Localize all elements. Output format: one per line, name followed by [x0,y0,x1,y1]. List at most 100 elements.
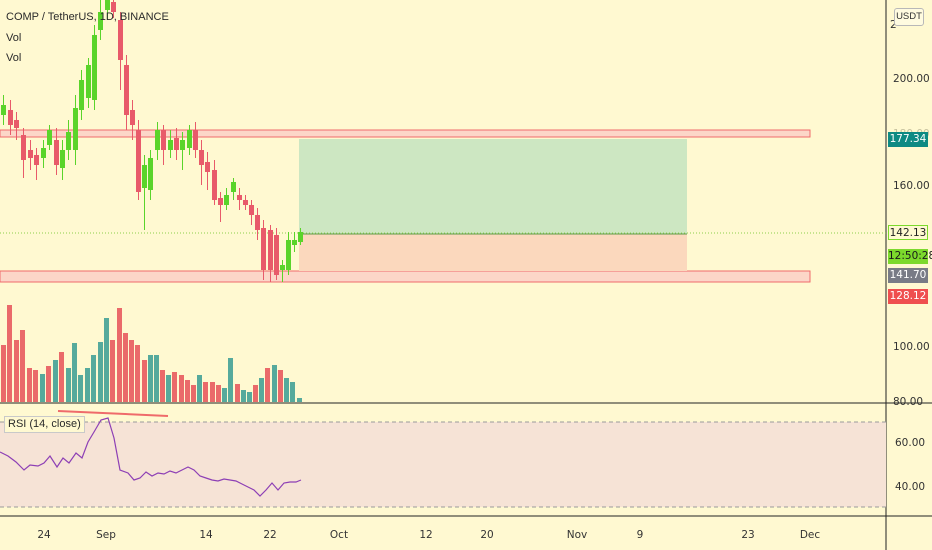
volume-bar [59,352,64,402]
candle [14,120,19,128]
current-price-tag: 142.13 [888,225,928,240]
price-tick-80: 80.00 [893,396,923,408]
volume-legend-1[interactable]: Vol [6,32,22,44]
volume-bar [91,355,96,402]
candle [142,165,147,188]
long-position-stop-zone[interactable] [299,234,687,271]
volume-bar [135,345,140,402]
rsi-line [0,417,302,497]
candle [92,35,97,100]
volume-bar [235,384,240,402]
time-label: 9 [637,529,644,541]
volume-bar [228,358,233,402]
volume-bar [284,378,289,402]
volume-bar [216,385,221,402]
volume-bar [172,372,177,402]
candle [268,230,273,270]
candle [249,205,254,215]
candle [98,12,103,30]
volume-bar [85,368,90,402]
price-tick-top: 2 [890,19,897,31]
candle [124,65,129,115]
stop-price-tag: 128.12 [888,289,928,304]
price-tick-200: 200.00 [893,73,930,85]
volume-bar [20,330,25,402]
volume-bar [27,368,32,402]
time-label: Dec [800,529,821,541]
candle [193,130,198,150]
support-zone[interactable] [0,270,811,283]
volume-bar [272,365,277,402]
candle [174,138,179,150]
candle [86,65,91,98]
symbol-title[interactable]: COMP / TetherUS, 1D, BINANCE [6,11,169,23]
rsi-legend[interactable]: RSI (14, close) [4,416,85,433]
candle [161,130,166,150]
candle [280,265,285,270]
volume-bar [259,378,264,402]
time-label: 20 [480,529,493,541]
volume-bar [40,374,45,402]
rsi-tick-60: 60.00 [895,437,925,449]
candle [180,140,185,150]
volume-bar [78,375,83,402]
volume-bar [1,345,6,402]
time-label: 22 [263,529,276,541]
time-axis[interactable]: 24 Sep 14 22 Oct 12 20 Nov 9 23 Dec [37,529,820,541]
volume-bar [191,385,196,402]
volume-bar [265,368,270,402]
candle [60,150,65,168]
time-label: 12 [419,529,432,541]
time-label: 14 [199,529,213,541]
volume-bar [117,308,122,402]
volume-bar [290,382,295,402]
long-position-profit-zone[interactable] [299,139,687,234]
time-label: Sep [96,529,116,541]
resistance-zone[interactable] [0,129,811,138]
candle [212,170,217,200]
volume-bar [222,388,227,402]
candle [168,140,173,150]
candle [261,228,266,270]
volume-bar [7,305,12,402]
entry-price-tag: 141.70 [888,268,928,283]
volume-bar [179,375,184,402]
candle [8,110,13,125]
volume-bar [129,340,134,402]
volume-bar [210,382,215,402]
currency-button[interactable]: USDT [894,8,924,26]
candle [187,130,192,148]
volume-bar [297,398,302,402]
volume-bar [160,370,165,402]
volume-bar [203,382,208,402]
volume-series [1,305,302,402]
volume-bar [185,380,190,402]
time-label: 24 [37,529,51,541]
volume-bar [154,355,159,402]
candle [34,155,39,165]
time-label: Oct [330,529,348,541]
volume-bar [53,360,58,402]
volume-bar [33,370,38,402]
candle [286,240,291,270]
candle [79,80,84,110]
candle [218,198,223,205]
candle [231,182,236,192]
volume-bar [241,390,246,402]
candle [118,20,123,60]
volume-bar [123,333,128,402]
volume-bar [148,355,153,402]
candle [47,130,52,145]
candle [1,105,6,115]
bar-countdown-tag: 12:50:28 [888,249,932,264]
candle [111,2,116,12]
candle [237,195,242,200]
volume-bar [166,375,171,402]
volume-bar [72,343,77,402]
candle [54,140,59,165]
candle [21,135,26,160]
candle [274,235,279,275]
volume-legend-2[interactable]: Vol [6,52,22,64]
rsi-divergence-line[interactable] [57,410,169,417]
